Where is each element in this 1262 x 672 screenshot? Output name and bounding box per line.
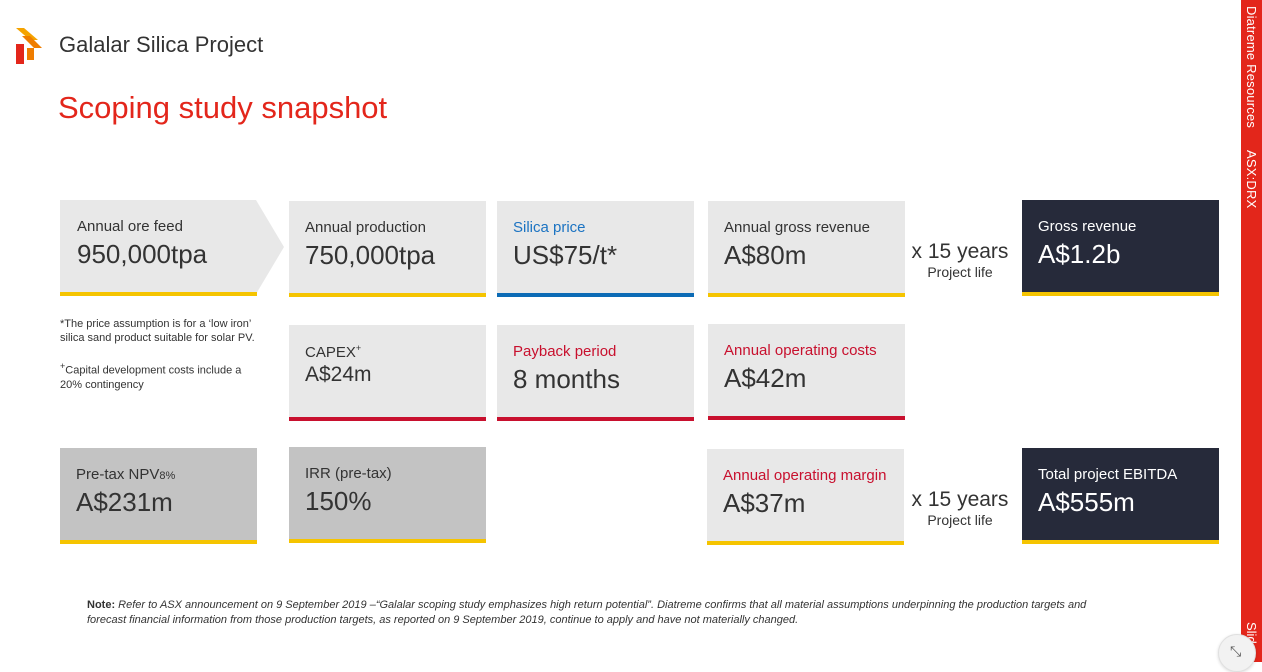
capex-label: CAPEX+ bbox=[305, 343, 470, 361]
npv-label-sub: 8% bbox=[159, 470, 176, 482]
ebitda-card: Total project EBITDA A$555m bbox=[1022, 448, 1219, 544]
ore-feed-label: Annual ore feed bbox=[77, 218, 183, 235]
production-value: 750,000tpa bbox=[305, 240, 436, 270]
note-text: Refer to ASX announcement on 9 September… bbox=[87, 599, 1087, 626]
ebitda-multiplier-caption: Project life bbox=[927, 512, 993, 528]
fullscreen-button[interactable]: ⤡ bbox=[1218, 634, 1256, 672]
operating-costs-value: A$42m bbox=[724, 363, 807, 393]
operating-margin-card: Annual operating margin A$37m bbox=[707, 449, 904, 545]
capex-footnote-text: Capital development costs include a 20% … bbox=[60, 364, 242, 391]
capex-label-sup: + bbox=[355, 343, 362, 353]
npv-value: A$231m bbox=[76, 487, 173, 517]
annual-gross-revenue-label: Annual gross revenue bbox=[724, 219, 870, 236]
ore-feed-content: Annual ore feed 950,000tpa bbox=[77, 218, 207, 270]
ebitda-multiplier-years: x 15 years bbox=[911, 488, 1009, 511]
collapse-icon: ⤡ bbox=[1230, 643, 1242, 659]
revenue-multiplier-years: x 15 years bbox=[911, 240, 1009, 263]
revenue-multiplier-caption: Project life bbox=[927, 264, 993, 280]
ebitda-value: A$555m bbox=[1038, 487, 1135, 517]
payback-label: Payback period bbox=[513, 343, 617, 360]
revenue-multiplier: x 15 years Project life bbox=[905, 240, 1015, 280]
npv-label: Pre-tax NPV8% bbox=[76, 466, 241, 483]
capex-footnote: +Capital development costs include a 20%… bbox=[60, 359, 260, 392]
ore-feed-card bbox=[60, 200, 284, 294]
project-title: Galalar Silica Project bbox=[59, 32, 264, 57]
footnotes: *The price assumption is for a ‘low iron… bbox=[60, 317, 260, 406]
npv-card: Pre-tax NPV8% A$231m bbox=[60, 448, 257, 544]
capex-label-text: CAPEX bbox=[305, 344, 356, 361]
gross-revenue-label: Gross revenue bbox=[1038, 218, 1137, 235]
ore-feed-value: 950,000tpa bbox=[77, 239, 208, 269]
price-footnote: *The price assumption is for a ‘low iron… bbox=[60, 318, 255, 344]
irr-label: IRR (pre-tax) bbox=[305, 465, 392, 482]
ebitda-multiplier: x 15 years Project life bbox=[905, 488, 1015, 528]
payback-card: Payback period 8 months bbox=[497, 325, 694, 421]
operating-costs-card: Annual operating costs A$42m bbox=[708, 324, 905, 420]
company-logo bbox=[16, 28, 42, 64]
disclaimer-note: Note: Refer to ASX announcement on 9 Sep… bbox=[87, 598, 1087, 628]
ticker-label: ASX:DRX bbox=[1244, 149, 1259, 209]
ebitda-label: Total project EBITDA bbox=[1038, 466, 1178, 483]
production-card: Annual production 750,000tpa bbox=[289, 201, 486, 297]
irr-value: 150% bbox=[305, 486, 372, 516]
company-name: Diatreme Resources bbox=[1244, 6, 1259, 129]
side-bar-text: Diatreme Resources ASX:DRX bbox=[1244, 6, 1259, 208]
operating-costs-label: Annual operating costs bbox=[724, 342, 877, 359]
capex-value: A$24m bbox=[305, 363, 372, 386]
payback-value: 8 months bbox=[513, 364, 620, 394]
ore-feed-underline bbox=[60, 292, 257, 296]
operating-margin-label: Annual operating margin bbox=[723, 467, 887, 484]
production-label: Annual production bbox=[305, 219, 426, 236]
silica-price-card: Silica price US$75/t* bbox=[497, 201, 694, 297]
annual-gross-revenue-card: Annual gross revenue A$80m bbox=[708, 201, 905, 297]
irr-card: IRR (pre-tax) 150% bbox=[289, 447, 486, 543]
gross-revenue-card: Gross revenue A$1.2b bbox=[1022, 200, 1219, 296]
capex-footnote-mark: + bbox=[60, 361, 66, 371]
silica-price-label: Silica price bbox=[513, 219, 586, 236]
silica-price-value: US$75/t* bbox=[513, 240, 618, 270]
gross-revenue-value: A$1.2b bbox=[1038, 239, 1121, 269]
operating-margin-value: A$37m bbox=[723, 488, 806, 518]
capex-card: CAPEX+ A$24m bbox=[289, 325, 486, 421]
slide-title: Scoping study snapshot bbox=[58, 90, 388, 125]
note-label: Note: bbox=[87, 599, 116, 611]
annual-gross-revenue-value: A$80m bbox=[724, 240, 807, 270]
npv-label-text: Pre-tax NPV bbox=[76, 466, 160, 483]
side-bar bbox=[1241, 0, 1262, 662]
